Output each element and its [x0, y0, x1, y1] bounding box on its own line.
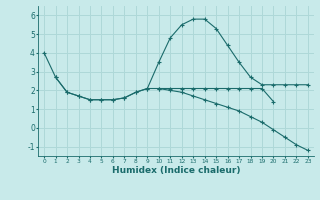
- X-axis label: Humidex (Indice chaleur): Humidex (Indice chaleur): [112, 166, 240, 175]
